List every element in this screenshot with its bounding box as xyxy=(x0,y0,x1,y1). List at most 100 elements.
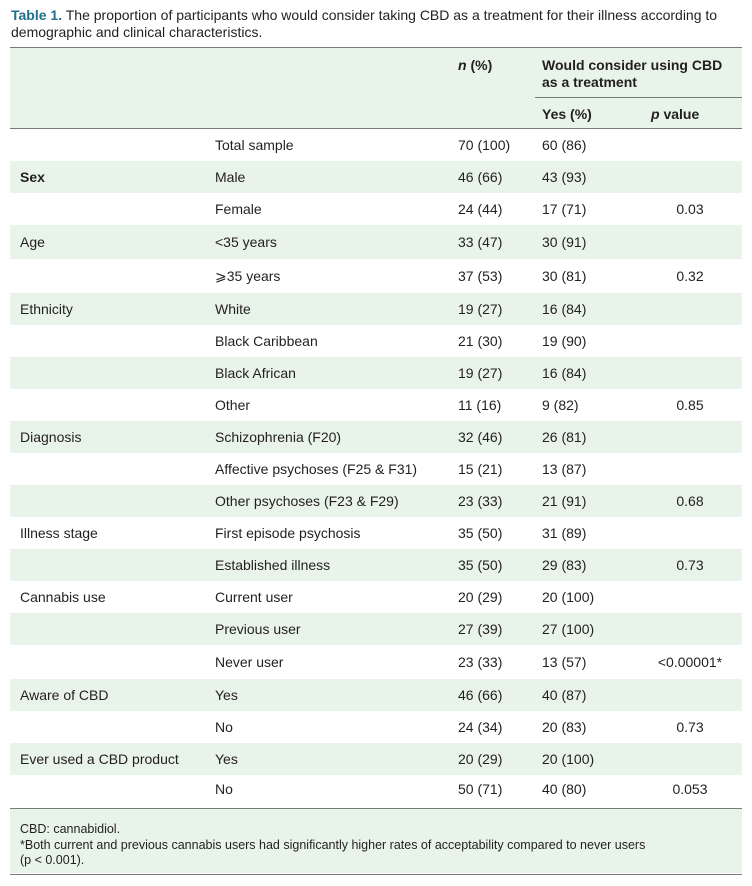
bottom-rule xyxy=(10,808,742,809)
significance-note-line2: (p < 0.001). xyxy=(20,853,85,867)
n-percent-cell: 32 (46) xyxy=(458,429,503,445)
table-row: Sex Male 46 (66) 43 (93) xyxy=(10,161,742,193)
table-row: Ethnicity White 19 (27) 16 (84) xyxy=(10,293,742,325)
category-cell: No xyxy=(215,719,233,735)
table-row: Black African 19 (27) 16 (84) xyxy=(10,357,742,389)
n-percent-cell: 46 (66) xyxy=(458,687,503,703)
table-row: Total sample 70 (100) 60 (86) xyxy=(10,129,742,161)
significance-note-line1: *Both current and previous cannabis user… xyxy=(20,838,646,852)
n-percent-cell: 50 (71) xyxy=(458,781,503,797)
n-percent-cell: 24 (44) xyxy=(458,201,503,217)
table-row: Affective psychoses (F25 & F31) 15 (21) 13… xyxy=(10,453,742,485)
n-percent-cell: 15 (21) xyxy=(458,461,503,477)
caption-text: The proportion of participants who would… xyxy=(11,7,718,40)
yes-percent-header: Yes (%) xyxy=(542,106,592,122)
table-row: Cannabis use Current user 20 (29) 20 (100) xyxy=(10,581,742,613)
header-bottom-rule xyxy=(10,128,742,129)
category-cell: Affective psychoses (F25 & F31) xyxy=(215,461,418,477)
p-value-cell: 0.73 xyxy=(676,719,704,735)
category-cell: Male xyxy=(215,169,246,185)
yes-percent-cell: 40 (87) xyxy=(542,687,587,703)
table-row: Age <35 years 33 (47) 30 (91) xyxy=(10,225,742,259)
category-cell: Female xyxy=(215,201,262,217)
table-row: Black Caribbean 21 (30) 19 (90) xyxy=(10,325,742,357)
yes-percent-cell: 9 (82) xyxy=(542,397,579,413)
yes-percent-cell: 20 (100) xyxy=(542,751,595,767)
category-cell: White xyxy=(215,301,251,317)
table-row: Diagnosis Schizophrenia (F20) 32 (46) 26 (8… xyxy=(10,421,742,453)
category-cell: Black Caribbean xyxy=(215,333,318,349)
yes-percent-cell: 30 (81) xyxy=(542,268,587,284)
n-percent-cell: 21 (30) xyxy=(458,333,503,349)
table-footnotes: CBD: cannabidiol. *Both current and prev… xyxy=(10,809,742,873)
yes-percent-cell: 29 (83) xyxy=(542,557,587,573)
consider-cbd-header: Would consider using CBD as a treatment xyxy=(542,57,723,90)
category-cell: Current user xyxy=(215,589,293,605)
yes-percent-cell: 43 (93) xyxy=(542,169,587,185)
category-cell: Schizophrenia (F20) xyxy=(215,429,342,445)
header-band xyxy=(10,48,742,128)
footer-bottom-rule xyxy=(10,874,742,875)
p-value-header: p value xyxy=(651,106,700,122)
group-cell: Age xyxy=(20,234,45,250)
p-value-cell: 0.053 xyxy=(672,781,708,797)
table-label: Table 1. xyxy=(11,7,63,23)
p-value-cell: 0.68 xyxy=(676,493,704,509)
group-header-rule xyxy=(535,97,742,98)
yes-percent-cell: 19 (90) xyxy=(542,333,587,349)
table-row: No 50 (71) 40 (80) 0.053 xyxy=(10,775,742,803)
yes-percent-cell: 27 (100) xyxy=(542,621,595,637)
abbreviation-note: CBD: cannabidiol. xyxy=(20,822,121,836)
yes-percent-cell: 60 (86) xyxy=(542,137,587,153)
n-percent-cell: 24 (34) xyxy=(458,719,503,735)
group-cell: Aware of CBD xyxy=(20,687,109,703)
table-row: Ever used a CBD product Yes 20 (29) 20 (100… xyxy=(10,743,742,775)
n-percent-cell: 37 (53) xyxy=(458,268,503,284)
group-cell: Cannabis use xyxy=(20,589,106,605)
yes-percent-cell: 16 (84) xyxy=(542,365,587,381)
category-cell: ⩾35 years xyxy=(215,268,281,284)
p-value-cell: <0.00001* xyxy=(657,654,723,670)
category-cell: Yes xyxy=(215,751,238,767)
group-cell: Sex xyxy=(20,169,45,185)
table-row: No 24 (34) 20 (83) 0.73 xyxy=(10,711,742,743)
yes-percent-cell: 16 (84) xyxy=(542,301,587,317)
table-row: Illness stage First episode psychosis 35 (… xyxy=(10,517,742,549)
yes-percent-cell: 21 (91) xyxy=(542,493,587,509)
top-rule xyxy=(10,47,742,48)
yes-percent-cell: 31 (89) xyxy=(542,525,587,541)
category-cell: Previous user xyxy=(215,621,301,637)
n-percent-cell: 27 (39) xyxy=(458,621,503,637)
table-caption: Table 1. The proportion of participants … xyxy=(11,7,745,41)
yes-percent-cell: 20 (100) xyxy=(542,589,595,605)
n-percent-cell: 20 (29) xyxy=(458,589,503,605)
category-cell: Total sample xyxy=(215,137,294,153)
n-percent-cell: 23 (33) xyxy=(458,493,503,509)
n-percent-cell: 19 (27) xyxy=(458,301,503,317)
yes-percent-cell: 17 (71) xyxy=(542,201,587,217)
category-cell: Other psychoses (F23 & F29) xyxy=(215,493,399,509)
p-value-cell: 0.73 xyxy=(676,557,704,573)
p-value-cell: 0.03 xyxy=(676,201,704,217)
table-row: Previous user 27 (39) 27 (100) xyxy=(10,613,742,645)
table-row: ⩾35 years 37 (53) 30 (81) 0.32 xyxy=(10,259,742,293)
n-percent-cell: 35 (50) xyxy=(458,525,503,541)
n-percent-cell: 33 (47) xyxy=(458,234,503,250)
p-value-cell: 0.85 xyxy=(676,397,704,413)
n-percent-cell: 23 (33) xyxy=(458,654,503,670)
category-cell: First episode psychosis xyxy=(215,525,361,541)
table-row: Female 24 (44) 17 (71) 0.03 xyxy=(10,193,742,225)
table-row: Aware of CBD Yes 46 (66) 40 (87) xyxy=(10,679,742,711)
table-row: Other psychoses (F23 & F29) 23 (33) 21 (91… xyxy=(10,485,742,517)
category-cell: Established illness xyxy=(215,557,331,573)
n-percent-cell: 46 (66) xyxy=(458,169,503,185)
table-row: Established illness 35 (50) 29 (83) 0.73 xyxy=(10,549,742,581)
n-percent-header: n (%) xyxy=(458,57,493,73)
n-percent-cell: 70 (100) xyxy=(458,137,511,153)
category-cell: Never user xyxy=(215,654,284,670)
group-cell: Ever used a CBD product xyxy=(20,751,179,767)
table-row: Never user 23 (33) 13 (57) <0.00001* xyxy=(10,645,742,679)
n-percent-cell: 35 (50) xyxy=(458,557,503,573)
category-cell: <35 years xyxy=(215,234,277,250)
yes-percent-cell: 13 (57) xyxy=(542,654,587,670)
